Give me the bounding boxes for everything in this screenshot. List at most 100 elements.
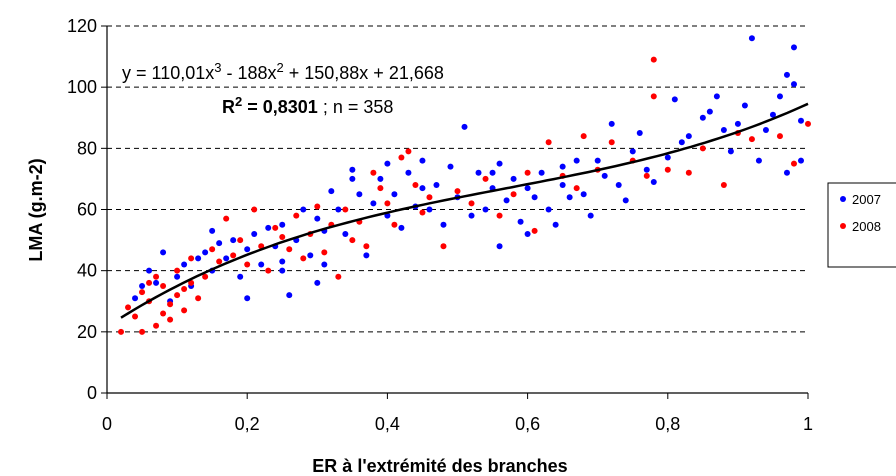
data-point-2007 (447, 163, 454, 170)
data-point-2007 (209, 227, 216, 234)
data-point-2007 (223, 255, 230, 262)
data-point-2008 (405, 148, 412, 155)
data-point-2008 (174, 267, 181, 274)
data-point-2008 (482, 175, 489, 182)
data-point-2007 (559, 182, 566, 189)
y-tick-label: 100 (67, 77, 97, 97)
r2-exponent: 2 (235, 94, 242, 109)
y-tick-label: 120 (67, 16, 97, 36)
data-point-2008 (363, 243, 370, 250)
data-point-2007 (328, 188, 335, 195)
data-point-2008 (300, 255, 307, 262)
data-point-2008 (573, 185, 580, 192)
data-point-2007 (363, 252, 370, 259)
y-tick-label: 40 (77, 261, 97, 281)
legend: 2007 2008 (827, 182, 896, 268)
legend-box (827, 182, 896, 268)
legend-marker-2007 (840, 196, 846, 202)
data-point-2007 (748, 35, 755, 42)
data-point-2007 (790, 44, 797, 51)
data-point-2007 (230, 237, 237, 244)
data-point-2008 (202, 273, 209, 280)
data-point-2007 (349, 166, 356, 173)
data-point-2008 (314, 203, 321, 210)
data-point-2008 (650, 93, 657, 100)
data-point-2008 (174, 292, 181, 299)
data-point-2007 (629, 148, 636, 155)
data-point-2007 (587, 212, 594, 219)
data-point-2007 (552, 221, 559, 228)
data-point-2008 (153, 322, 160, 329)
data-point-2008 (230, 252, 237, 259)
data-point-2008 (335, 273, 342, 280)
data-point-2007 (643, 166, 650, 173)
data-point-2007 (699, 114, 706, 121)
data-point-2007 (608, 120, 615, 127)
trendline (120, 102, 809, 319)
data-point-2008 (510, 191, 517, 198)
data-point-2007 (622, 197, 629, 204)
data-point-2007 (615, 182, 622, 189)
data-point-2007 (489, 169, 496, 176)
data-point-2008 (279, 234, 286, 241)
data-point-2008 (805, 120, 811, 127)
y-tick-label: 60 (77, 200, 97, 220)
data-point-2008 (167, 316, 174, 323)
data-point-2008 (195, 295, 202, 302)
data-point-2007 (391, 191, 398, 198)
data-point-2008 (188, 255, 195, 262)
x-axis-title: ER à l'extrémité des branches (312, 456, 567, 476)
data-point-2008 (209, 246, 216, 253)
data-point-2007 (405, 169, 412, 176)
data-point-2007 (545, 206, 552, 213)
equation-prefix: y = 110,01x (122, 63, 214, 83)
data-point-2007 (650, 178, 657, 185)
data-point-2008 (286, 246, 293, 253)
data-point-2007 (475, 169, 482, 176)
data-point-2007 (797, 157, 804, 164)
data-point-2008 (167, 301, 174, 308)
data-point-2007 (307, 252, 314, 259)
trendline-curve (120, 102, 809, 319)
data-point-2007 (384, 160, 391, 167)
data-point-2007 (202, 249, 209, 256)
data-point-2007 (517, 218, 524, 225)
data-point-2008 (720, 182, 727, 189)
data-point-2007 (769, 111, 776, 118)
y-tick-label: 80 (77, 138, 97, 158)
data-point-2008 (370, 169, 377, 176)
y-tick-label: 0 (87, 383, 97, 403)
data-point-2007 (279, 258, 286, 265)
data-point-2007 (139, 282, 146, 289)
data-point-2007 (258, 261, 265, 268)
y-tick-label: 20 (77, 322, 97, 342)
data-point-2007 (468, 212, 475, 219)
data-points (118, 35, 811, 335)
r2-value: = 0,8301 (242, 97, 318, 117)
data-point-2007 (531, 194, 538, 201)
data-point-2008 (748, 136, 755, 143)
equation-suffix: + 150,88x + 21,668 (284, 63, 444, 83)
equation-exponent-2: 2 (277, 60, 284, 75)
data-point-2007 (153, 279, 160, 286)
data-point-2008 (265, 267, 272, 274)
data-point-2008 (160, 310, 167, 317)
data-point-2007 (594, 157, 601, 164)
data-point-2008 (440, 243, 447, 250)
x-tick-label: 0,8 (655, 414, 680, 434)
data-point-2008 (181, 307, 188, 314)
data-point-2007 (503, 197, 510, 204)
data-point-2007 (279, 267, 286, 274)
data-point-2007 (356, 191, 363, 198)
data-point-2007 (783, 71, 790, 78)
data-point-2008 (321, 249, 328, 256)
y-axis-title: LMA (g.m-2) (26, 158, 46, 261)
data-point-2007 (314, 215, 321, 222)
data-point-2008 (377, 185, 384, 192)
data-point-2008 (524, 169, 531, 176)
data-point-2007 (496, 160, 503, 167)
data-point-2007 (580, 191, 587, 198)
data-point-2007 (685, 133, 692, 140)
data-point-2007 (160, 249, 167, 256)
